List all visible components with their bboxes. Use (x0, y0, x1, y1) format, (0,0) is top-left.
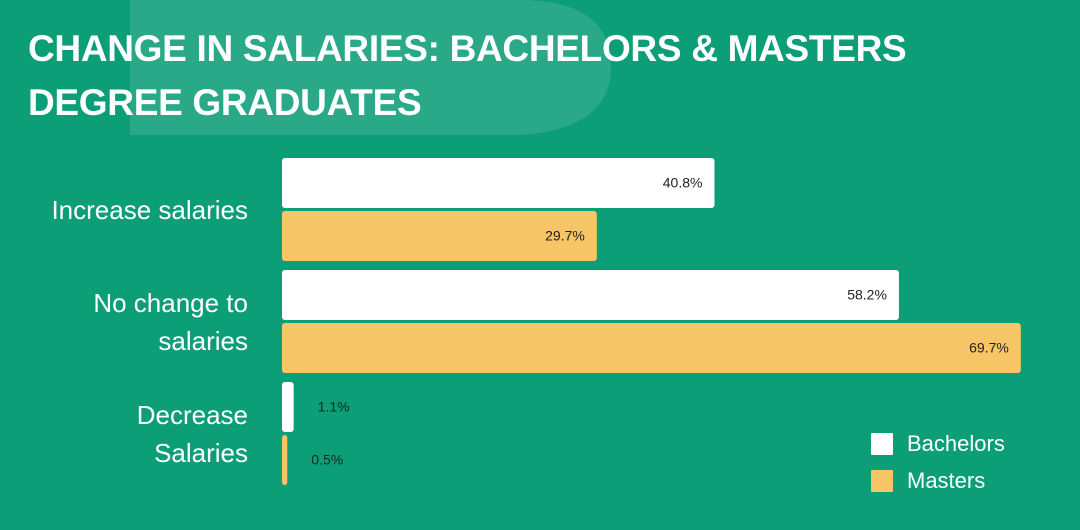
value-label: 69.7% (969, 340, 1009, 356)
chart-title: CHANGE IN SALARIES: BACHELORS & MASTERS … (28, 28, 907, 123)
bar (282, 435, 288, 485)
background-shape (130, 0, 611, 135)
legend-label: Bachelors (907, 431, 1005, 456)
bar (282, 158, 715, 208)
legend-swatch (871, 470, 893, 492)
value-label: 29.7% (545, 228, 585, 244)
category-label: No change to salaries (93, 287, 248, 356)
value-label: 0.5% (311, 452, 343, 468)
bar (282, 270, 899, 320)
legend-label: Masters (907, 468, 986, 493)
category-label: Decrease Salaries (136, 399, 248, 468)
value-label: 1.1% (318, 399, 350, 415)
value-label: 40.8% (663, 175, 703, 191)
category-label: Increase salaries (51, 194, 248, 225)
bar (282, 382, 294, 432)
legend-swatch (871, 433, 893, 455)
bar (282, 323, 1021, 373)
bar (282, 211, 597, 261)
value-label: 58.2% (847, 287, 887, 303)
